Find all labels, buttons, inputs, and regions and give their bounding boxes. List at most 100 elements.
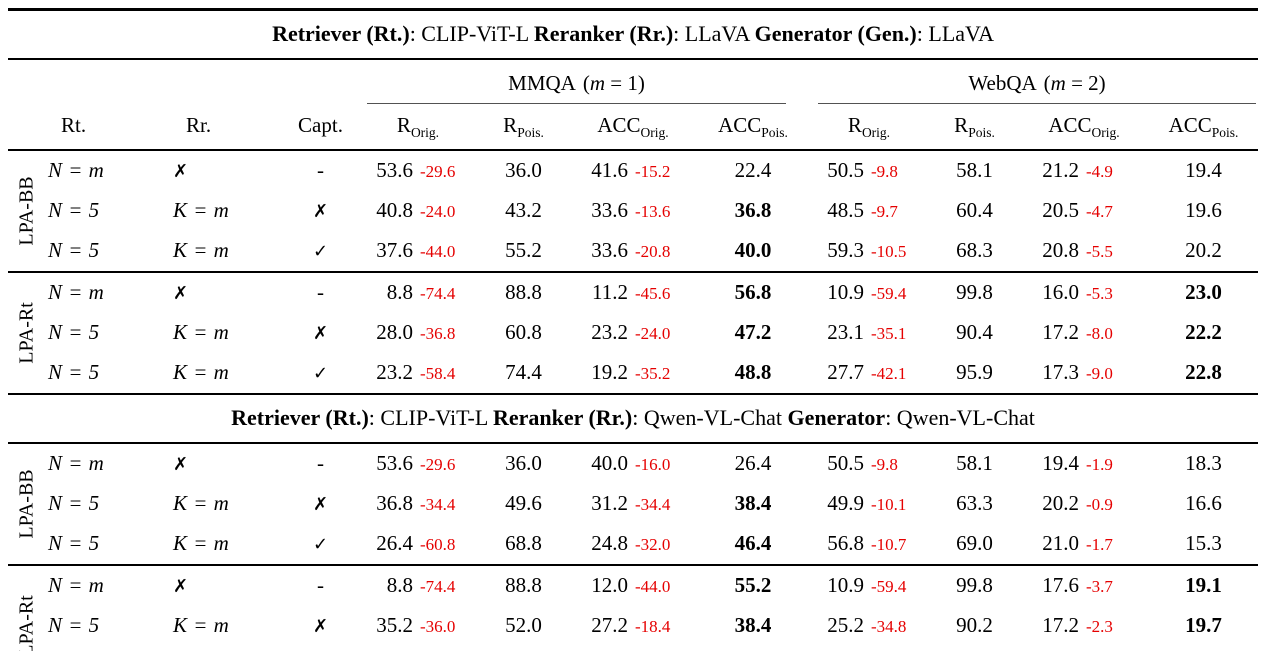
cell-rr: K = m [173, 613, 230, 637]
cell-webqa-r-pois: 58.1 [956, 158, 993, 182]
cell-rr: K = m [168, 646, 284, 651]
cell-webqa-acc-pois: 15.3 [1185, 531, 1222, 555]
cell-mmqa-r-pois: 74.4 [505, 360, 542, 384]
row-group-label: LPA-Rt [15, 302, 38, 364]
cell-mmqa-acc-orig: 27.2 -18.4 [568, 606, 698, 646]
delta-value: -3.7 [1086, 577, 1113, 596]
cell-webqa-acc-orig: 20.8 -5.5 [1019, 231, 1149, 272]
metric-sub: Pois. [968, 125, 995, 141]
title-reranker-label: Reranker (Rr.) [492, 405, 633, 430]
table-row: N = 5K = m✓22.4-64.875.220.8-36.049.627.… [8, 646, 1258, 651]
cell-mmqa-r-orig: 36.8 -34.4 [357, 484, 479, 524]
delta-value: -13.6 [635, 202, 671, 221]
delta-value: -15.2 [635, 162, 671, 181]
cell-webqa-r-orig: 25.2 -34.8 [808, 606, 930, 646]
cell-webqa-acc-orig: 19.4 -1.9 [1019, 443, 1149, 484]
cell-mmqa-acc-pois: 26.4 [734, 451, 772, 475]
cell-webqa-acc-pois: 22.8 [1185, 360, 1222, 384]
cell-webqa-acc-orig: 21.2 -4.9 [1019, 150, 1149, 191]
delta-value: -9.0 [1086, 364, 1113, 383]
delta-value: -59.4 [871, 284, 907, 303]
table-row: N = 5 K = m ✓ 37.6 -44.0 55.2 33.6 -20.8 40.0 59.… [8, 231, 1258, 272]
cell-rt: N = 5 [48, 491, 100, 515]
group-mmqa-condition: (m = 1) [583, 71, 645, 95]
cell-mmqa-acc-pois: 46.4 [734, 531, 772, 555]
cell-mmqa-r-orig: 8.8 -74.4 [357, 271, 479, 313]
check-icon: ✓ [312, 363, 329, 384]
cell-webqa-acc-pois: 20.2 [1185, 238, 1222, 262]
cell-mmqa-r-orig: 23.2 -58.4 [357, 353, 479, 394]
cell-mmqa-r-pois: 36.0 [505, 158, 542, 182]
col-header-webqa-acc-pois: ACCPois. [1149, 104, 1259, 151]
cell-rt: N = 5 [48, 531, 100, 555]
title-retriever-label: Retriever (Rt.) [272, 21, 410, 46]
cell-webqa-r-orig: 27.0-40.5 [808, 646, 930, 651]
cell-rr: K = m [173, 320, 230, 344]
cell-mmqa-acc-pois: 55.2 [698, 564, 808, 606]
table-row: N = 5 K = m ✗ 40.8 -24.0 43.2 33.6 -13.6 36.8 48.… [8, 191, 1258, 231]
cell-capt: ✗ [284, 313, 357, 353]
cell-mmqa-acc-pois: 38.4 [734, 613, 772, 637]
col-header-mmqa-acc-pois: ACCPois. [698, 104, 808, 151]
metric-sub: Pois. [761, 125, 788, 141]
cross-icon: ✗ [173, 161, 189, 182]
cell-rt: N = m [43, 564, 168, 606]
col-header-mmqa-r-orig: ROrig. [357, 104, 479, 151]
section-title-1: Retriever (Rt.): CLIP-ViT-L Reranker (Rr… [8, 9, 1259, 60]
cross-icon: ✗ [312, 323, 329, 344]
cell-capt: - [317, 158, 324, 182]
delta-value: -10.5 [871, 242, 907, 261]
cell-webqa-r-pois: 58.1 [956, 451, 993, 475]
block-qwen-lpa-bb: LPA-BB N = m ✗ - 53.6 -29.6 36.0 40.0 -16.0 26.4 5… [8, 443, 1258, 565]
cell-mmqa-r-orig: 28.0 -36.8 [357, 313, 479, 353]
title-retriever-value: : CLIP-ViT-L [368, 405, 493, 430]
delta-value: -8.0 [1086, 324, 1113, 343]
delta-value: -29.6 [420, 455, 456, 474]
delta-value: -44.0 [635, 577, 671, 596]
cell-webqa-r-pois: 90.2 [956, 613, 993, 637]
cell-mmqa-acc-orig: 20.8-36.0 [568, 646, 698, 651]
delta-value: -18.4 [635, 617, 671, 636]
table-row: N = 5 K = m ✗ 36.8 -34.4 49.6 31.2 -34.4 38.4 49.… [8, 484, 1258, 524]
cell-webqa-r-pois: 93.9 [930, 646, 1019, 651]
metric-sub: Orig. [640, 125, 669, 141]
metric-base: ACC [1168, 113, 1212, 137]
cell-mmqa-acc-pois: 36.8 [734, 198, 772, 222]
delta-value: -36.0 [420, 617, 456, 636]
cell-mmqa-acc-orig: 24.8 -32.0 [568, 524, 698, 565]
row-group-cell: LPA-BB [8, 150, 43, 272]
metric-sub: Pois. [1211, 125, 1239, 141]
group-mmqa: MMQA (m = 1) [357, 59, 808, 104]
cell-webqa-r-pois: 63.3 [956, 491, 993, 515]
table-row: LPA-Rt N = m ✗ -8.8 -74.4 88.8 11.2 -45.6 56.8 10… [8, 271, 1259, 394]
cell-mmqa-acc-orig: 40.0 -16.0 [568, 443, 698, 484]
cell-capt: ✓ [284, 646, 357, 651]
cell-webqa-acc-orig: 17.3 -9.0 [1019, 353, 1149, 394]
cell-mmqa-r-pois: 68.8 [505, 531, 542, 555]
delta-value: -4.9 [1086, 162, 1113, 181]
delta-value: -74.4 [420, 284, 456, 303]
paren: ( [1043, 71, 1051, 95]
cross-icon: ✗ [312, 201, 329, 222]
delta-value: -35.1 [871, 324, 907, 343]
cell-webqa-acc-pois: 16.6 [1185, 491, 1222, 515]
cell-mmqa-acc-pois: 56.8 [698, 271, 808, 313]
cell-capt: ✗ [284, 484, 357, 524]
cell-mmqa-acc-pois: 38.4 [734, 491, 772, 515]
section-title-row: Retriever (Rt.): CLIP-ViT-L Reranker (Rr… [8, 393, 1259, 444]
title-reranker-label: Reranker (Rr.) [533, 21, 674, 46]
title-generator-value: : LLaVA [916, 21, 994, 46]
group-webqa-condition: (m = 2) [1044, 71, 1106, 95]
delta-value: -36.8 [420, 324, 456, 343]
cell-webqa-r-pois: 60.4 [956, 198, 993, 222]
cell-mmqa-r-pois: 60.8 [505, 320, 542, 344]
math-var-m: m [1050, 71, 1066, 95]
col-header-capt: Capt. [284, 104, 357, 151]
group-webqa-header: WebQA (m = 2) [818, 60, 1257, 104]
cell-mmqa-r-orig: 8.8 -74.4 [357, 564, 479, 606]
cross-icon: ✗ [173, 283, 189, 304]
delta-value: -74.4 [420, 577, 456, 596]
group-spacer [8, 59, 357, 104]
cell-rr: ✗ [168, 443, 284, 484]
title-reranker-value: : LLaVA [673, 21, 755, 46]
